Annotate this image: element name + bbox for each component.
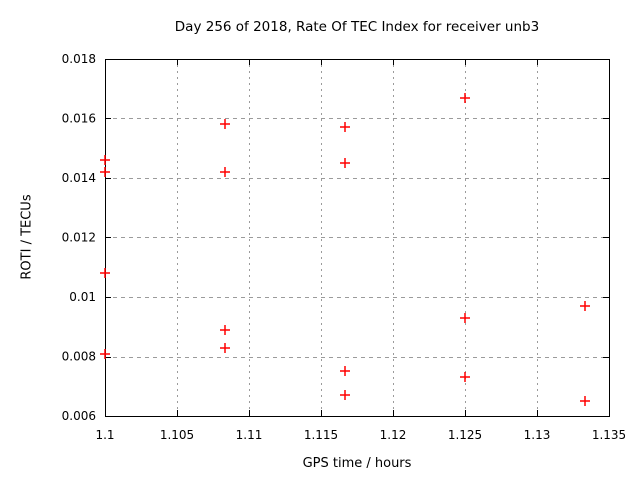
y-tick-label: 0.01	[69, 290, 96, 304]
data-point-marker	[220, 325, 230, 335]
x-tick-label: 1.135	[592, 428, 626, 442]
x-tick-label: 1.1	[95, 428, 114, 442]
data-point-marker	[580, 396, 590, 406]
chart-title: Day 256 of 2018, Rate Of TEC Index for r…	[174, 19, 540, 35]
data-point-marker	[340, 366, 350, 376]
data-point-marker	[340, 122, 350, 132]
data-points	[100, 93, 590, 406]
x-tick-label: 1.125	[448, 428, 482, 442]
x-tick-label: 1.13	[524, 428, 551, 442]
y-tick-label: 0.016	[62, 112, 96, 126]
data-point-marker	[460, 372, 470, 382]
data-point-marker	[340, 390, 350, 400]
y-tick-label: 0.018	[62, 52, 96, 66]
y-tick-label: 0.014	[62, 171, 96, 185]
data-point-marker	[100, 167, 110, 177]
data-point-marker	[340, 158, 350, 168]
x-axis-label: GPS time / hours	[302, 456, 412, 471]
x-tick-label: 1.115	[304, 428, 338, 442]
x-tick-label: 1.105	[160, 428, 194, 442]
tick-labels: 1.1 1.105 1.11 1.115 1.12 1.125 1.13 1.135 0.006…	[62, 52, 627, 442]
data-point-marker	[220, 343, 230, 353]
data-point-marker	[220, 119, 230, 129]
data-point-marker	[100, 349, 110, 359]
y-tick-label: 0.008	[62, 350, 96, 364]
y-tick-label: 0.006	[62, 409, 96, 423]
data-point-marker	[100, 268, 110, 278]
data-point-marker	[580, 301, 590, 311]
data-point-marker	[460, 313, 470, 323]
gridlines	[105, 59, 609, 416]
y-tick-label: 0.012	[62, 231, 96, 245]
plot-border	[105, 59, 610, 417]
data-point-marker	[460, 93, 470, 103]
data-point-marker	[220, 167, 230, 177]
data-point-marker	[100, 155, 110, 165]
x-tick-label: 1.11	[236, 428, 263, 442]
x-tick-label: 1.12	[380, 428, 407, 442]
axis-ticks	[105, 59, 610, 417]
